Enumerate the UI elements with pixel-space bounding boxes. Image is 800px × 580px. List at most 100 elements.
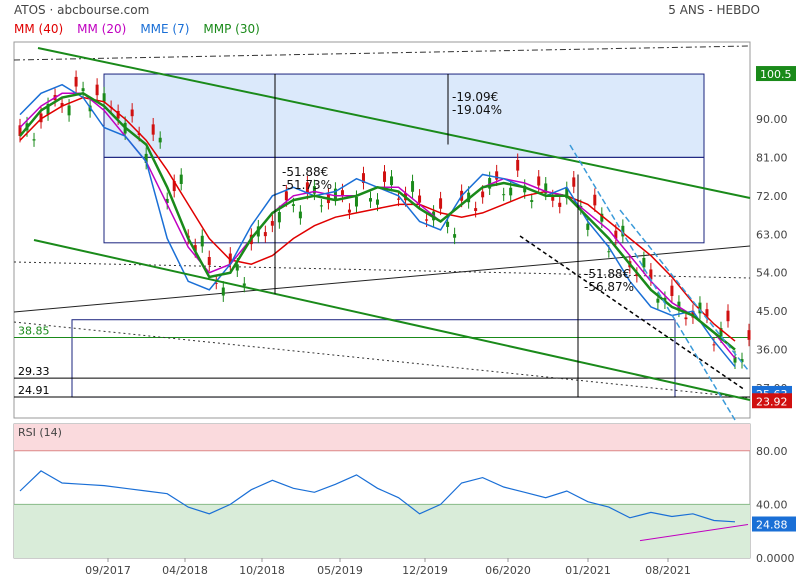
rsi-y-tick: 80.00 xyxy=(756,445,788,458)
candle-body xyxy=(116,110,120,119)
candle-body xyxy=(593,194,597,206)
series-line-0 xyxy=(19,96,736,342)
price-tag: 100.5 xyxy=(760,68,792,81)
candle-body xyxy=(705,309,709,317)
candle-body xyxy=(221,287,225,296)
candle-body xyxy=(214,282,218,284)
candle-body xyxy=(411,181,415,192)
legend-item-mm20[interactable]: MM (20) xyxy=(77,22,127,36)
candle-body xyxy=(642,257,646,268)
rsi-title: RSI (14) xyxy=(18,426,62,439)
period-label: 5 ANS - HEBDO xyxy=(668,3,760,17)
x-tick: 04/2018 xyxy=(162,564,208,577)
legend-item-mmp30[interactable]: MMP (30) xyxy=(203,22,260,36)
annotation-0-0: -19.09€ xyxy=(452,90,498,104)
zone-mid xyxy=(103,156,705,244)
candle-body xyxy=(509,187,513,196)
candle-body xyxy=(130,109,134,117)
candle-body xyxy=(144,153,148,163)
candle-body xyxy=(376,199,379,205)
candle-body xyxy=(383,171,387,182)
series-line-3 xyxy=(19,91,736,351)
candle-body xyxy=(474,208,478,212)
candle-body xyxy=(361,173,365,184)
candle-body xyxy=(453,234,457,238)
candle-body xyxy=(67,105,71,116)
candle-body xyxy=(670,285,674,296)
candle-body xyxy=(319,205,323,207)
zone-top xyxy=(103,73,705,158)
annotation-2-1: -56.87% xyxy=(584,280,634,294)
y-tick: 63.00 xyxy=(756,228,788,241)
candle-body xyxy=(158,137,162,143)
annotation-0-1: -19.04% xyxy=(452,103,502,117)
candle-body xyxy=(558,202,562,207)
rsi-overbought-zone xyxy=(14,424,750,451)
candle-body xyxy=(305,182,309,194)
y-tick: 36.00 xyxy=(756,344,788,357)
candle-body xyxy=(347,209,351,213)
candle-body xyxy=(263,232,267,237)
candle-body xyxy=(291,204,295,206)
y-tick: 45.00 xyxy=(756,305,788,318)
candle-body xyxy=(165,198,169,204)
legend-item-mm40[interactable]: MM (40) xyxy=(14,22,64,36)
rsi-tag: 24.88 xyxy=(756,519,788,532)
candle-body xyxy=(733,357,737,363)
candle-body xyxy=(439,198,443,209)
candle-body xyxy=(368,198,372,202)
candle-body xyxy=(530,200,534,202)
candle-body xyxy=(621,225,625,237)
trend-upper xyxy=(37,47,751,199)
candle-body xyxy=(235,264,239,271)
candle-body xyxy=(200,235,204,247)
x-tick: 01/2021 xyxy=(565,564,611,577)
rsi-tag-bg xyxy=(752,516,796,532)
candle-body xyxy=(151,124,155,135)
candle-body xyxy=(354,196,358,207)
candle-body xyxy=(544,183,548,194)
candle-body xyxy=(719,328,723,337)
candle-body xyxy=(712,344,716,346)
candle-body xyxy=(698,302,702,314)
candle-body xyxy=(172,180,176,192)
candle-body xyxy=(488,178,492,189)
y-tick: 90.00 xyxy=(756,113,788,126)
candle-body xyxy=(102,93,106,102)
candle-body xyxy=(747,330,751,340)
candle-body xyxy=(284,191,288,201)
candle-body xyxy=(242,283,246,286)
candle-body xyxy=(537,176,541,186)
legend: MM (40) MM (20) MME (7) MMP (30) xyxy=(14,22,260,36)
candle-body xyxy=(270,221,274,226)
candle-body xyxy=(656,298,660,303)
annotation-2-0: -51.88€ xyxy=(584,267,630,281)
candle-body xyxy=(277,212,281,223)
candle-body xyxy=(340,190,344,196)
candle-body xyxy=(740,359,744,363)
candle-body xyxy=(481,191,485,198)
x-tick: 06/2020 xyxy=(485,564,531,577)
candle-body xyxy=(684,317,688,320)
candle-body xyxy=(81,88,85,92)
candle-body xyxy=(32,139,36,141)
candle-body xyxy=(425,219,429,221)
legend-item-mme7[interactable]: MME (7) xyxy=(140,22,190,36)
rsi-y-tick: 40.00 xyxy=(756,498,788,511)
candle-body xyxy=(446,221,450,227)
annotation-1-1: -51.73% xyxy=(282,178,332,192)
rsi-y-tick: 0.0000 xyxy=(756,552,795,565)
candle-body xyxy=(523,185,527,193)
candle-body xyxy=(502,194,506,196)
candle-body xyxy=(649,269,653,280)
y-tick: 54.00 xyxy=(756,267,788,280)
x-tick: 09/2017 xyxy=(85,564,131,577)
candle-body xyxy=(333,188,337,200)
price-tag: 23.92 xyxy=(756,395,788,408)
price-tag-bg xyxy=(756,66,796,82)
level-label: 29.33 xyxy=(18,365,50,378)
x-tick: 12/2019 xyxy=(402,564,448,577)
y-tick: 81.00 xyxy=(756,151,788,164)
candle-body xyxy=(516,159,520,171)
